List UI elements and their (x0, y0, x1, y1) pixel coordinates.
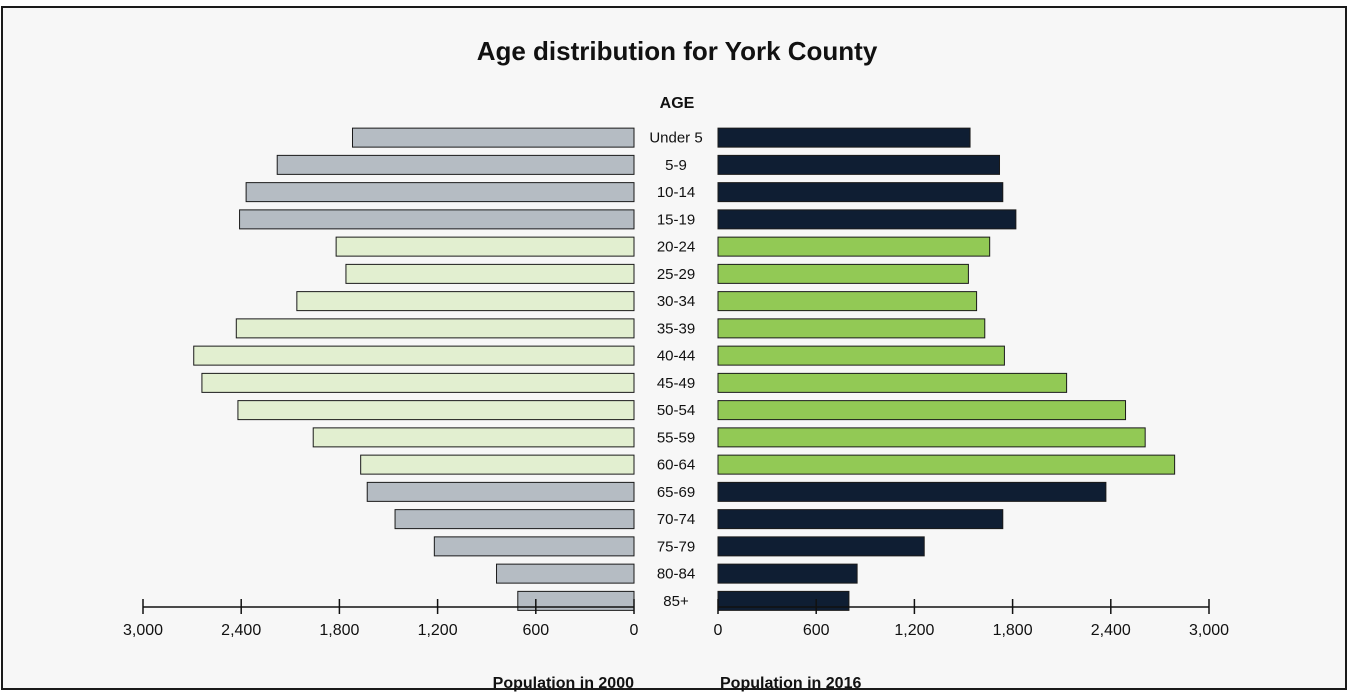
bar-2000 (201, 372, 635, 393)
tick-label: 2,400 (221, 622, 261, 639)
bar-2000 (276, 154, 635, 175)
tick-label: 3,000 (1189, 622, 1229, 639)
bars-2000 (193, 127, 635, 611)
x-axis-label-2000: Population in 2000 (493, 675, 634, 692)
bar-2000 (351, 127, 635, 148)
bar-2016 (717, 454, 1176, 475)
bar-2016 (717, 182, 1004, 203)
age-category-label: 60-64 (657, 457, 695, 474)
bar-2016 (717, 318, 986, 339)
age-category-label: 65-69 (657, 484, 695, 501)
bar-2000 (239, 209, 635, 230)
bar-2000 (496, 563, 635, 584)
bar-2016 (717, 209, 1017, 230)
age-category-label: 20-24 (657, 239, 695, 256)
bar-2016 (717, 263, 969, 284)
bar-2016 (717, 400, 1127, 421)
chart-title: Age distribution for York County (477, 36, 878, 66)
bar-2000 (235, 318, 635, 339)
population-pyramid-chart: Age distribution for York County AGE Und… (123, 36, 1229, 692)
bar-2016 (717, 345, 1005, 366)
age-category-label: 55-59 (657, 429, 695, 446)
age-category-labels: Under 5 5-9 10-14 15-19 20-24 25-29 30-34 35-39… (649, 130, 702, 610)
bar-2000 (245, 182, 635, 203)
age-category-label: 25-29 (657, 266, 695, 283)
bar-2016 (717, 372, 1068, 393)
age-category-label: 85+ (663, 593, 689, 610)
age-category-label: 40-44 (657, 348, 695, 365)
x-axis-2016: 0 600 1,200 1,800 2,400 3,000 (714, 599, 1229, 639)
age-category-label: Under 5 (649, 130, 702, 147)
tick-label: 1,800 (993, 622, 1033, 639)
bar-2000 (394, 509, 635, 530)
age-category-label: 70-74 (657, 511, 695, 528)
tick-label: 600 (803, 622, 830, 639)
bar-2016 (717, 236, 991, 257)
bar-2000 (433, 536, 635, 557)
x-axis-label-2016: Population in 2016 (720, 675, 861, 692)
age-category-label: 50-54 (657, 402, 695, 419)
tick-label: 3,000 (123, 622, 163, 639)
tick-label: 1,200 (418, 622, 458, 639)
bar-2000 (296, 291, 635, 312)
tick-label: 0 (714, 622, 723, 639)
bar-2016 (717, 127, 971, 148)
tick-label: 2,400 (1091, 622, 1131, 639)
tick-label: 0 (630, 622, 639, 639)
bar-2016 (717, 509, 1004, 530)
bars-2016 (717, 127, 1176, 611)
bar-2016 (717, 154, 1001, 175)
bar-2000 (345, 263, 635, 284)
tick-label: 1,800 (319, 622, 359, 639)
age-category-label: 30-34 (657, 293, 695, 310)
bar-2000 (335, 236, 635, 257)
bar-2016 (717, 427, 1146, 448)
chart-frame: Age distribution for York County AGE Und… (1, 6, 1347, 692)
age-category-label: 45-49 (657, 375, 695, 392)
x-axis-2000: 3,000 2,400 1,800 1,200 600 0 (123, 599, 639, 639)
age-category-label: 75-79 (657, 538, 695, 555)
age-category-label: 5-9 (665, 157, 687, 174)
bar-2016 (717, 481, 1107, 502)
bar-2000 (366, 481, 635, 502)
bar-2000 (312, 427, 635, 448)
age-category-label: 80-84 (657, 566, 695, 583)
age-category-label: 35-39 (657, 320, 695, 337)
bar-2016 (717, 536, 925, 557)
bar-2000 (193, 345, 635, 366)
category-header: AGE (660, 95, 695, 112)
bar-2000 (237, 400, 635, 421)
bar-2016 (717, 563, 858, 584)
tick-label: 600 (522, 622, 549, 639)
age-category-label: 15-19 (657, 211, 695, 228)
bar-2000 (360, 454, 635, 475)
tick-label: 1,200 (894, 622, 934, 639)
age-category-label: 10-14 (657, 184, 695, 201)
bar-2016 (717, 291, 978, 312)
